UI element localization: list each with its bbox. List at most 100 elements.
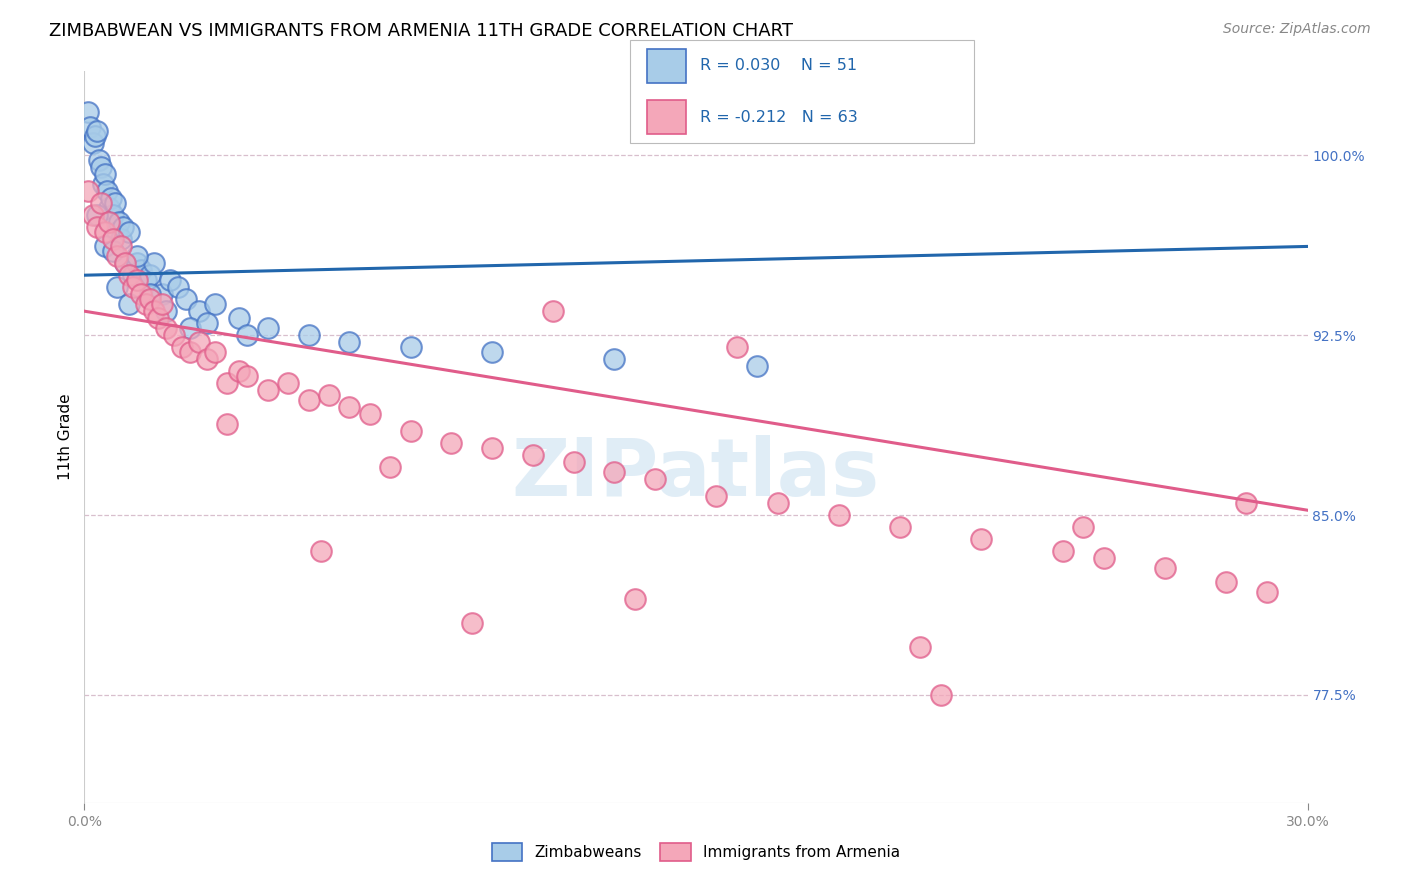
- Point: [86, 124, 108, 138]
- Point: [82, 208, 104, 222]
- Point: [228, 364, 250, 378]
- Point: [146, 311, 169, 326]
- Text: R = -0.212   N = 63: R = -0.212 N = 63: [700, 110, 858, 125]
- Point: [138, 292, 160, 306]
- Point: [142, 304, 165, 318]
- Point: [766, 496, 789, 510]
- Legend: Zimbabweans, Immigrants from Armenia: Zimbabweans, Immigrants from Armenia: [484, 836, 908, 868]
- Point: [359, 407, 381, 421]
- Point: [562, 455, 585, 469]
- Point: [93, 239, 115, 253]
- Point: [747, 359, 769, 374]
- Point: [257, 384, 280, 398]
- Point: [105, 249, 128, 263]
- Point: [135, 273, 157, 287]
- Point: [481, 345, 503, 359]
- Point: [167, 280, 190, 294]
- Text: R = 0.030    N = 51: R = 0.030 N = 51: [700, 58, 858, 73]
- Point: [910, 640, 932, 654]
- Point: [298, 392, 321, 407]
- Point: [138, 287, 160, 301]
- Point: [131, 263, 153, 277]
- Point: [101, 244, 124, 259]
- Point: [101, 232, 124, 246]
- Point: [100, 191, 122, 205]
- Point: [1073, 520, 1095, 534]
- Point: [440, 436, 463, 450]
- Point: [104, 196, 127, 211]
- Point: [179, 321, 201, 335]
- Point: [195, 316, 218, 330]
- Point: [91, 177, 114, 191]
- Point: [155, 321, 177, 335]
- Point: [318, 388, 340, 402]
- Point: [228, 311, 250, 326]
- Point: [257, 321, 280, 335]
- Point: [155, 304, 177, 318]
- Point: [83, 129, 105, 144]
- Point: [1256, 584, 1278, 599]
- Point: [298, 328, 321, 343]
- Point: [77, 105, 100, 120]
- Point: [179, 345, 201, 359]
- Point: [122, 268, 145, 283]
- Point: [195, 352, 218, 367]
- Point: [135, 297, 157, 311]
- Point: [97, 215, 120, 229]
- Point: [86, 220, 108, 235]
- Point: [277, 376, 299, 391]
- Point: [481, 441, 503, 455]
- Point: [131, 287, 153, 301]
- Point: [118, 297, 141, 311]
- Point: [603, 352, 626, 367]
- Point: [399, 340, 422, 354]
- Point: [93, 168, 115, 182]
- Point: [828, 508, 851, 522]
- Point: [187, 335, 209, 350]
- Point: [114, 256, 136, 270]
- Point: [1215, 575, 1237, 590]
- Point: [174, 292, 197, 306]
- Point: [163, 328, 186, 343]
- Point: [543, 304, 565, 318]
- Point: [112, 220, 135, 235]
- Point: [399, 424, 422, 438]
- Text: Source: ZipAtlas.com: Source: ZipAtlas.com: [1223, 22, 1371, 37]
- Point: [142, 256, 165, 270]
- Point: [187, 304, 209, 318]
- Point: [127, 256, 149, 270]
- Point: [127, 249, 149, 263]
- Point: [461, 615, 484, 630]
- Point: [1154, 561, 1177, 575]
- Point: [204, 297, 226, 311]
- Point: [706, 489, 728, 503]
- Point: [309, 544, 332, 558]
- Point: [172, 340, 194, 354]
- Point: [90, 196, 112, 211]
- Point: [217, 417, 239, 431]
- Point: [970, 532, 993, 546]
- Point: [339, 400, 361, 414]
- Y-axis label: 11th Grade: 11th Grade: [58, 393, 73, 481]
- Point: [127, 273, 149, 287]
- Point: [159, 273, 181, 287]
- Point: [1236, 496, 1258, 510]
- Point: [929, 688, 952, 702]
- Point: [725, 340, 748, 354]
- Point: [110, 232, 132, 246]
- Point: [86, 208, 108, 222]
- Point: [90, 161, 112, 175]
- Point: [204, 345, 226, 359]
- Point: [105, 225, 128, 239]
- Point: [150, 287, 173, 301]
- Point: [118, 225, 141, 239]
- Point: [603, 465, 626, 479]
- Point: [339, 335, 361, 350]
- Point: [97, 201, 120, 215]
- Point: [77, 184, 100, 198]
- Point: [380, 460, 402, 475]
- Text: ZIPatlas: ZIPatlas: [512, 434, 880, 513]
- Point: [138, 268, 160, 283]
- Point: [82, 136, 104, 151]
- Text: ZIMBABWEAN VS IMMIGRANTS FROM ARMENIA 11TH GRADE CORRELATION CHART: ZIMBABWEAN VS IMMIGRANTS FROM ARMENIA 11…: [49, 22, 793, 40]
